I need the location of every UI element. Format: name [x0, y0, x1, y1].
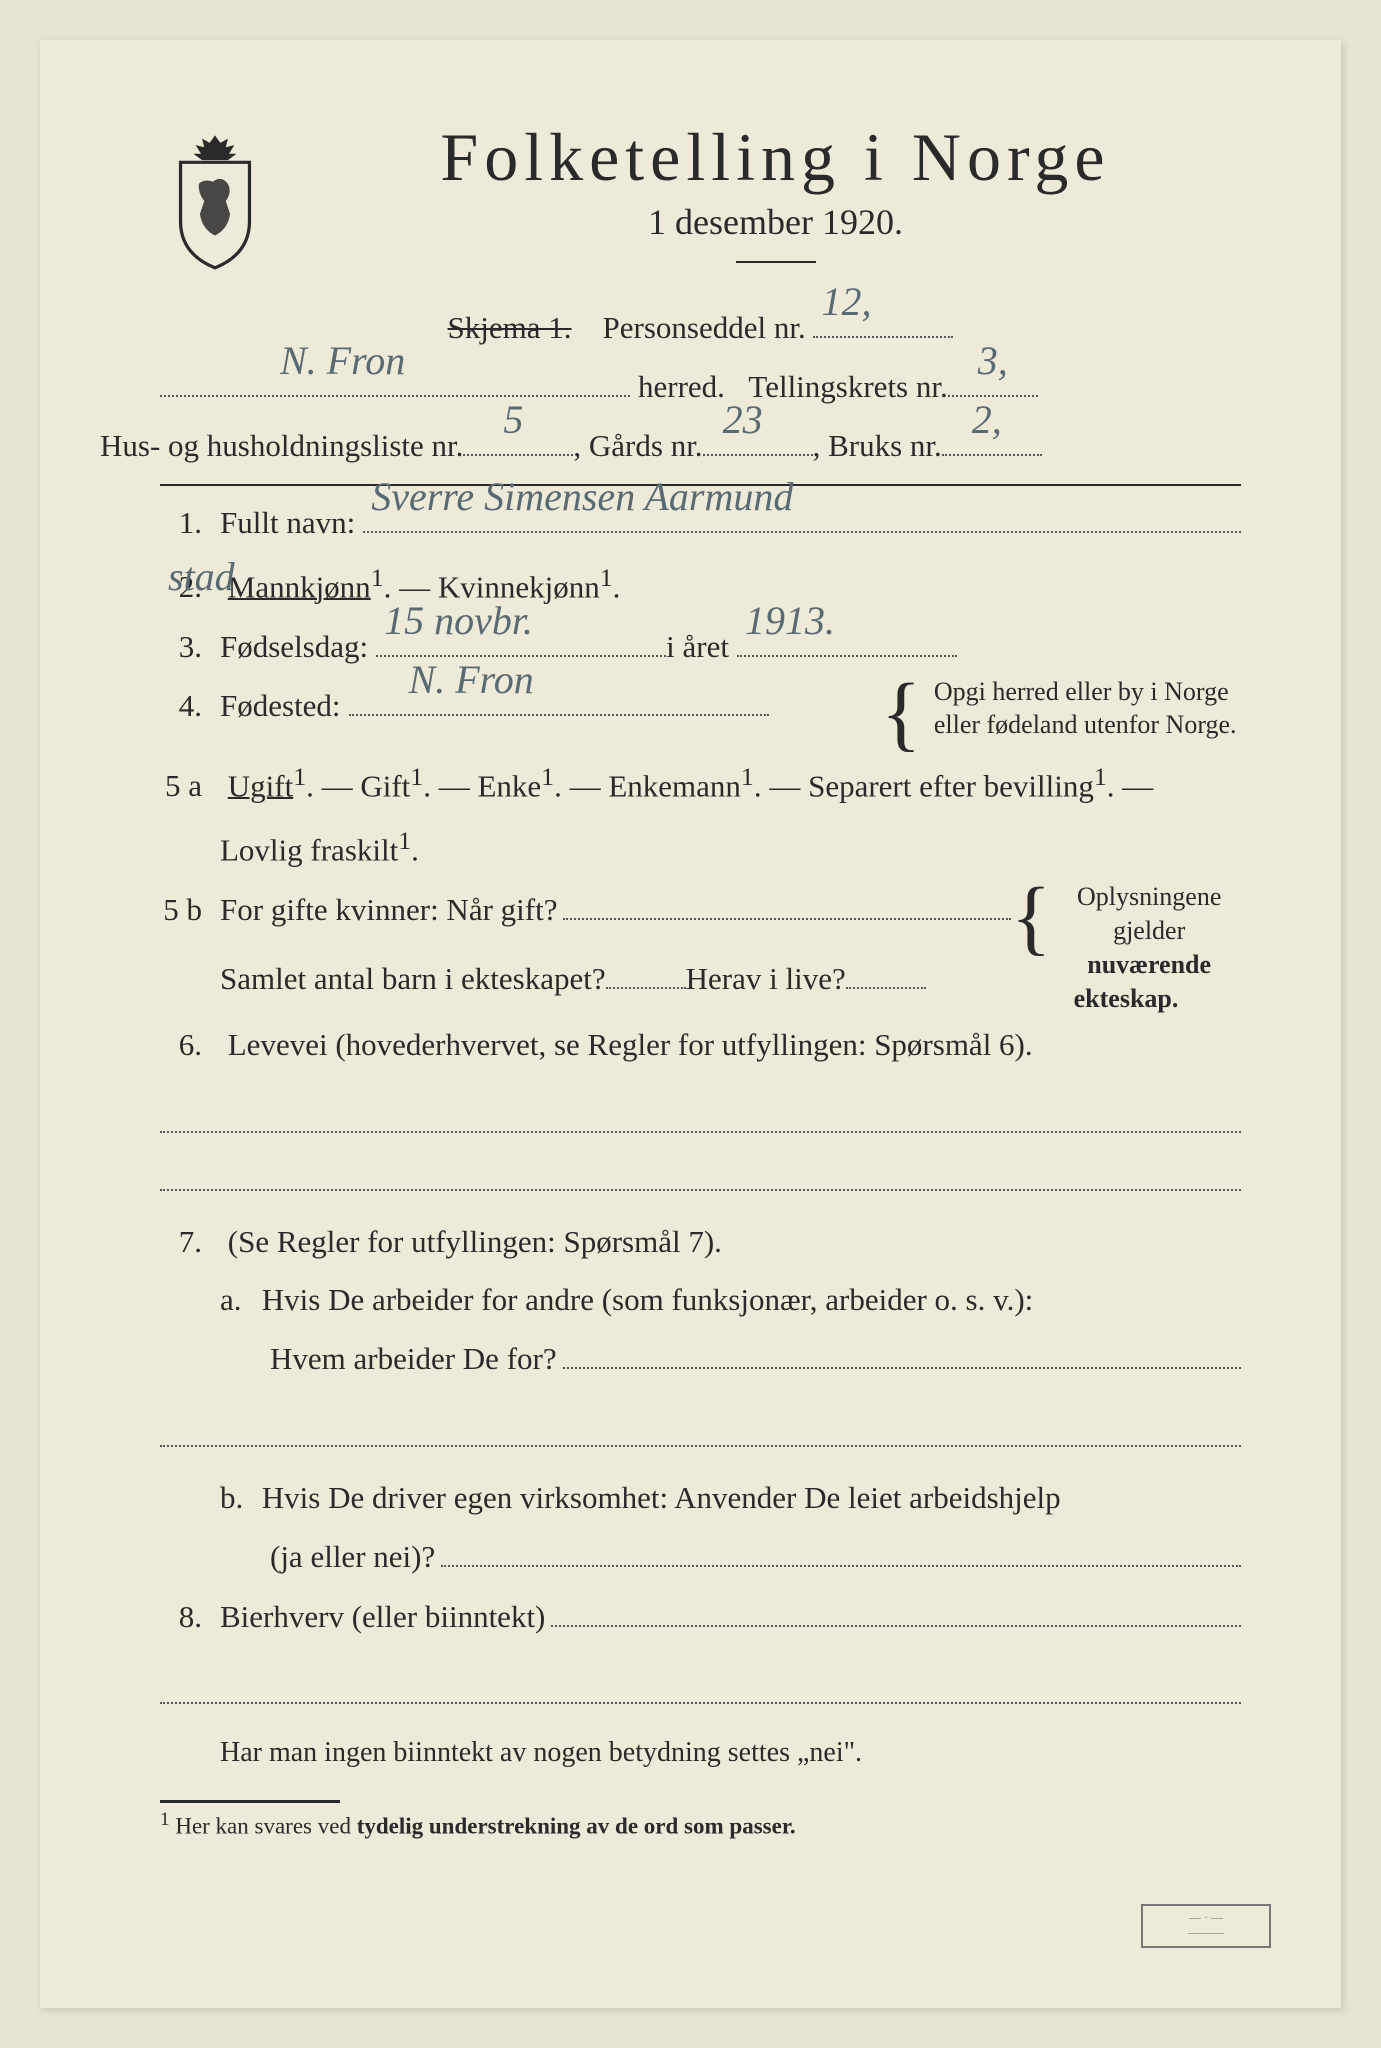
q5b-num: 5 b: [160, 881, 202, 940]
q5b-l2a: Samlet antal barn i ekteskapet?: [220, 950, 606, 1009]
personseddel-field: 12,: [813, 299, 953, 338]
q6-line: 6. Levevei (hovederhvervet, se Regler fo…: [160, 1016, 1241, 1075]
sub-title: 1 desember 1920.: [310, 201, 1241, 243]
q7b-line1: b. Hvis De driver egen virksomhet: Anven…: [220, 1469, 1241, 1528]
tail-note: Har man ingen biinntekt av nogen betydni…: [220, 1726, 1241, 1779]
q7b-num: b.: [220, 1469, 254, 1528]
q5b-note: { Oplysningene gjelder nuværende ekteska…: [1011, 880, 1241, 1015]
q7a-text2: Hvem arbeider De for?: [270, 1330, 557, 1389]
gards-value: 23: [723, 382, 763, 458]
title-block: Folketelling i Norge 1 desember 1920.: [310, 120, 1241, 289]
q1-value: Sverre Simensen Aarmund: [371, 459, 793, 535]
q5a-num: 5 a: [160, 757, 202, 816]
q6-blank1: [160, 1097, 1241, 1133]
q4-field: N. Fron: [349, 676, 769, 715]
q8-line: 8. Bierhverv (eller biinntekt): [160, 1587, 1241, 1646]
bruks-label: , Bruks nr.: [813, 417, 942, 476]
q5a-enkemann: Enkemann: [608, 768, 741, 803]
q7b-field: [441, 1528, 1241, 1567]
q1-value-overflow: stad: [168, 539, 1231, 615]
personseddel-label: Personseddel nr.: [603, 310, 806, 345]
q5a-separert: Separert efter bevilling: [808, 768, 1094, 803]
q4-num: 4.: [160, 677, 202, 736]
q8-num: 8.: [160, 1588, 202, 1647]
q6-num: 6.: [160, 1016, 202, 1075]
footnote-text: Her kan svares ved tydelig understreknin…: [175, 1813, 795, 1838]
q4-note1: Opgi herred eller by i Norge: [934, 677, 1229, 706]
coat-of-arms-icon: [160, 130, 270, 270]
bruks-value: 2,: [972, 382, 1002, 458]
q7a-field: [563, 1330, 1241, 1369]
brace-icon: {: [881, 676, 921, 752]
q5a-lovlig: Lovlig fraskilt: [220, 833, 398, 868]
q7a-line2: Hvem arbeider De for?: [270, 1330, 1241, 1389]
q5a-gift: Gift: [360, 768, 410, 803]
hus-value: 5: [503, 382, 523, 458]
q5b-note3: ekteskap.: [1074, 984, 1179, 1013]
q3-mid: i året: [666, 618, 729, 677]
q7b-text1: Hvis De driver egen virksomhet: Anvender…: [262, 1480, 1061, 1515]
q3-num: 3.: [160, 618, 202, 677]
q4-value: N. Fron: [409, 642, 534, 718]
q7-num: 7.: [160, 1213, 202, 1272]
q3-year-value: 1913.: [745, 583, 835, 659]
q8-blank: [160, 1668, 1241, 1704]
q4-note2: eller fødeland utenfor Norge.: [934, 710, 1237, 739]
q8-field: [551, 1587, 1241, 1626]
q7-intro: 7. (Se Regler for utfyllingen: Spørsmål …: [160, 1213, 1241, 1272]
herred-field: N. Fron: [160, 358, 630, 397]
q7a-text1: Hvis De arbeider for andre (som funksjon…: [262, 1282, 1034, 1317]
q6-blank2: [160, 1155, 1241, 1191]
footnote-sup: 1: [160, 1809, 170, 1830]
herred-label: herred.: [638, 358, 725, 417]
q3-label: Fødselsdag:: [220, 618, 368, 677]
q5b-note1: Oplysningene: [1077, 882, 1221, 911]
q5a-line2: Lovlig fraskilt1.: [220, 816, 1241, 880]
q6-text: Levevei (hovederhvervet, se Regler for u…: [228, 1027, 1033, 1062]
q4-line: 4. Fødested: N. Fron { Opgi herred eller…: [160, 676, 1241, 752]
census-form-page: Folketelling i Norge 1 desember 1920. Sk…: [40, 40, 1341, 2008]
q5a-enke: Enke: [477, 768, 541, 803]
q5a-line: 5 a Ugift1. — Gift1. — Enke1. — Enkemann…: [160, 752, 1241, 816]
printer-stamp: — · ————: [1141, 1904, 1271, 1948]
q2-line: 2. Mannkjønn1. — Kvinnekjønn1. stad: [160, 553, 1241, 617]
q4-label: Fødested:: [220, 677, 341, 736]
herred-value: N. Fron: [280, 323, 405, 399]
q4-note: { Opgi herred eller by i Norge eller fød…: [881, 676, 1241, 752]
hus-field: 5: [463, 417, 573, 456]
brace-icon-2: {: [1011, 880, 1051, 956]
header-row: Folketelling i Norge 1 desember 1920.: [160, 120, 1241, 289]
herred-line: N. Fron herred. Tellingskrets nr. 3,: [160, 358, 1241, 417]
q5b-barn-field: [606, 950, 686, 989]
q5b-live-field: [846, 950, 926, 989]
q7a-blank: [160, 1411, 1241, 1447]
q7b-text2: (ja eller nei)?: [270, 1528, 435, 1587]
footnote-rule: [160, 1800, 340, 1803]
main-title: Folketelling i Norge: [310, 120, 1241, 195]
q8-label: Bierhverv (eller biinntekt): [220, 1588, 545, 1647]
personseddel-value: 12,: [821, 264, 871, 340]
bruks-field: 2,: [942, 417, 1042, 456]
q5b-l2b: Herav i live?: [686, 950, 846, 1009]
q5b-note2: gjelder nuværende: [1087, 916, 1211, 979]
q5b-gift-field: [563, 880, 1011, 919]
q7a-num: a.: [220, 1271, 254, 1330]
q3-year-field: 1913.: [737, 617, 957, 656]
q5b-l1a: For gifte kvinner: Når gift?: [220, 881, 557, 940]
q5b-block: 5 b For gifte kvinner: Når gift? Samlet …: [160, 880, 1241, 1015]
q3-line: 3. Fødselsdag: 15 novbr. i året 1913.: [160, 617, 1241, 676]
q7b-line2: (ja eller nei)?: [270, 1528, 1241, 1587]
q5a-ugift: Ugift: [228, 768, 293, 803]
q7a-line1: a. Hvis De arbeider for andre (som funks…: [220, 1271, 1241, 1330]
tellingskrets-label: Tellingskrets nr.: [748, 358, 947, 417]
q7-intro-text: (Se Regler for utfyllingen: Spørsmål 7).: [228, 1224, 722, 1259]
q1-field: Sverre Simensen Aarmund: [363, 494, 1241, 533]
footnote: 1 Her kan svares ved tydelig understrekn…: [160, 1809, 1241, 1840]
title-rule: [736, 261, 816, 263]
gards-field: 23: [703, 417, 813, 456]
skjema-label: Skjema 1.: [448, 310, 572, 345]
